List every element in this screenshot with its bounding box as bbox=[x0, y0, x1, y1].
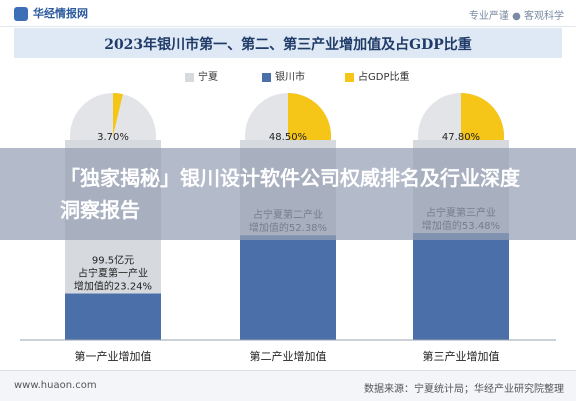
legend-swatch-yinchuan bbox=[262, 72, 271, 82]
chart-title: 2023年银川市第一、第二、第三产业增加值及占GDP比重 bbox=[104, 37, 472, 53]
pie-label-3: 47.80% bbox=[442, 132, 480, 143]
bar-yinchuan-1 bbox=[65, 293, 161, 340]
headline-banner[interactable]: 「独家揭秘」银川设计软件公司权威排名及行业深度洞察报告 bbox=[0, 148, 576, 240]
pie-label-1: 3.70% bbox=[97, 132, 129, 143]
category-label-1: 第一产业增加值 bbox=[75, 349, 152, 363]
legend-swatch-ningxia bbox=[185, 72, 194, 82]
legend-item-ningxia: 宁夏 bbox=[185, 68, 218, 83]
category-label-3: 第三产业增加值 bbox=[423, 349, 500, 363]
pie-label-2: 48.50% bbox=[269, 132, 307, 143]
logo-text: 华经情报网 bbox=[33, 7, 88, 20]
bar-annotation-1-1: 99.5亿元 bbox=[92, 254, 134, 267]
legend-item-share: 占GDP比重 bbox=[345, 68, 409, 83]
site-logo[interactable]: 华经情报网 bbox=[14, 5, 88, 21]
chart-legend: 宁夏 银川市 占GDP比重 bbox=[0, 66, 576, 84]
title-band: 2023年银川市第一、第二、第三产业增加值及占GDP比重 bbox=[14, 28, 562, 58]
category-label-2: 第二产业增加值 bbox=[250, 349, 327, 363]
top-bar: 华经情报网 专业严谨 ● 客观科学 bbox=[0, 0, 576, 27]
slogan: 专业严谨 ● 客观科学 bbox=[468, 11, 564, 22]
bar-yinchuan-2 bbox=[240, 235, 336, 340]
bar-yinchuan-3 bbox=[413, 233, 509, 340]
logo-icon bbox=[14, 7, 28, 21]
bar-annotation-1-2: 占宁夏第一产业 bbox=[78, 267, 148, 280]
footer: www.huaon.com 数据来源：宁夏统计局；华经产业研究院整理 bbox=[0, 370, 576, 401]
footer-url[interactable]: www.huaon.com bbox=[14, 380, 97, 391]
legend-swatch-share bbox=[345, 72, 354, 82]
headline-text[interactable]: 「独家揭秘」银川设计软件公司权威排名及行业深度洞察报告 bbox=[60, 166, 520, 222]
footer-source: 数据来源：宁夏统计局；华经产业研究院整理 bbox=[364, 384, 564, 395]
legend-item-yinchuan: 银川市 bbox=[262, 68, 305, 83]
bar-annotation-1-3: 增加值的23.24% bbox=[74, 280, 152, 293]
pie-slice-share-1 bbox=[113, 93, 123, 136]
